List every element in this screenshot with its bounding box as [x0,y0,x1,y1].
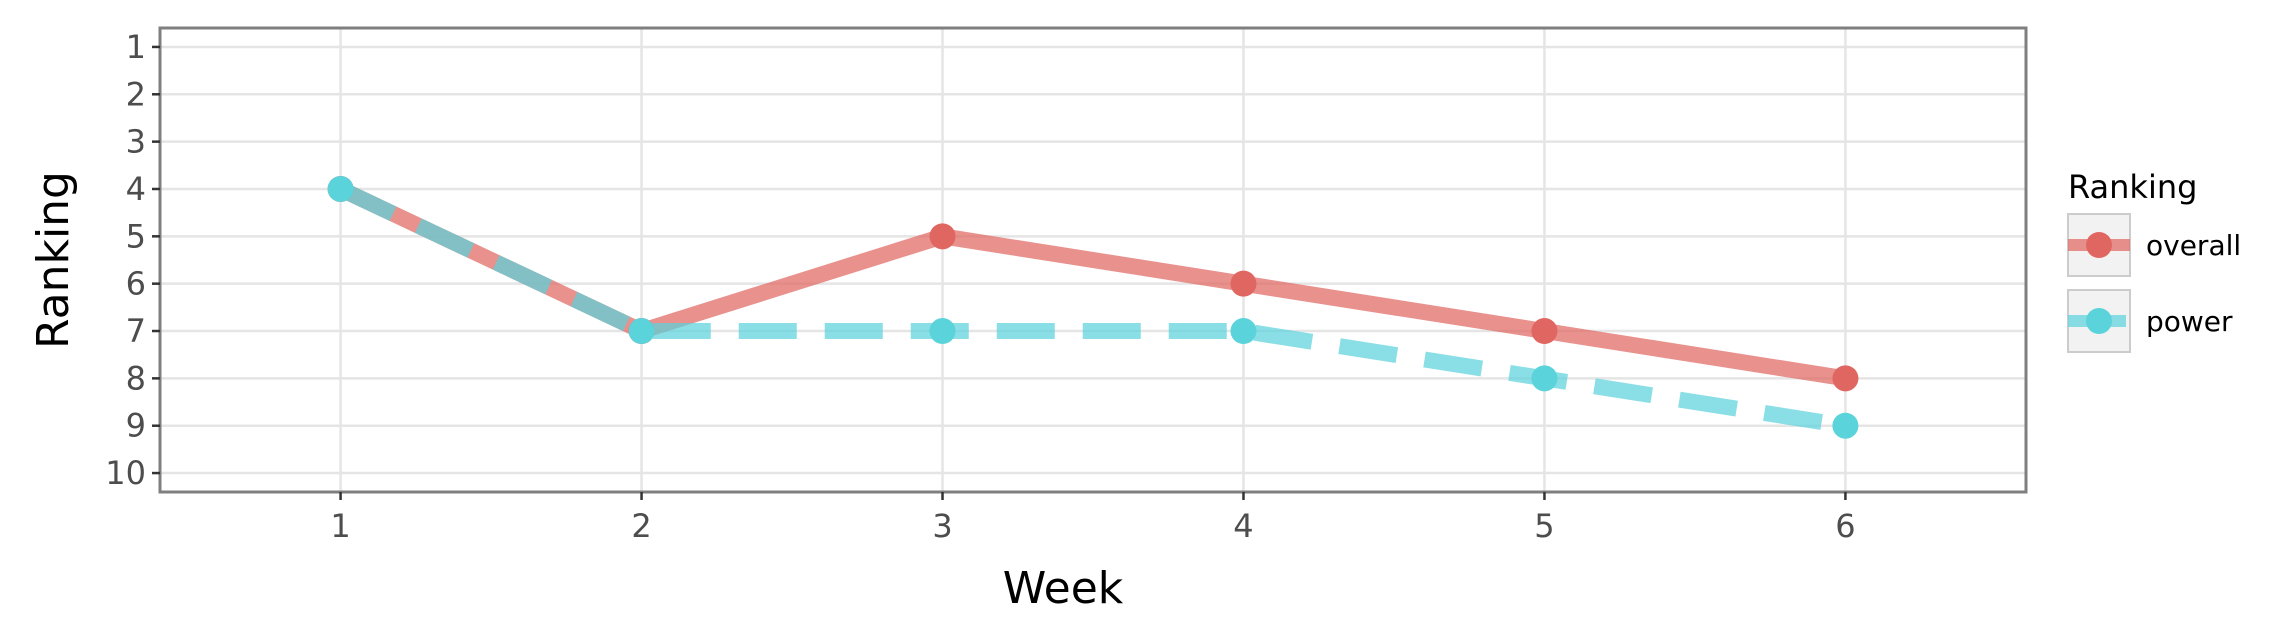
plot-border [158,26,2028,494]
series-lines [337,181,1847,434]
legend-item-overall: overall [2067,213,2241,277]
x-tick-label: 6 [1835,507,1855,545]
data-point-overall [1230,270,1257,297]
legend: Ranking overall power [2067,168,2241,353]
y-tick-label: 6 [126,265,146,303]
y-tick-label: 5 [126,217,146,255]
legend-key-point [2086,232,2112,258]
data-point-power [628,318,655,345]
y-tick-label: 10 [105,454,146,492]
series-line-power [337,181,1847,434]
legend-key-point [2086,308,2112,334]
y-tick-label: 4 [126,170,146,208]
data-point-power [1832,412,1859,439]
series-points [327,175,1859,439]
x-axis: 1 2 3 4 5 6 [330,492,1856,545]
y-tick-label: 8 [126,359,146,397]
y-axis: 1 2 3 4 5 6 7 8 9 10 [105,28,160,492]
data-point-power [1230,318,1257,345]
y-tick-label: 2 [126,75,146,113]
data-point-overall [929,223,956,250]
x-axis-title: Week [1003,563,1124,614]
x-tick-label: 2 [631,507,651,545]
legend-label: power [2146,305,2233,338]
legend-item-power: power [2067,289,2233,353]
y-tick-label: 7 [126,312,146,350]
data-point-overall [1832,365,1859,392]
legend-label: overall [2146,229,2241,262]
legend-title: Ranking [2068,168,2197,206]
y-axis-title: Ranking [28,171,79,349]
grid-lines [160,28,2026,492]
x-tick-label: 3 [932,507,952,545]
data-point-power [327,175,354,202]
data-point-power [929,318,956,345]
data-point-power [1531,365,1558,392]
y-tick-label: 1 [126,28,146,66]
data-point-overall [1531,318,1558,345]
x-tick-label: 5 [1534,507,1554,545]
y-tick-label: 9 [126,407,146,445]
legend-items: overall power [2067,213,2241,353]
x-tick-label: 4 [1233,507,1253,545]
y-tick-label: 3 [126,123,146,161]
x-tick-label: 1 [330,507,350,545]
